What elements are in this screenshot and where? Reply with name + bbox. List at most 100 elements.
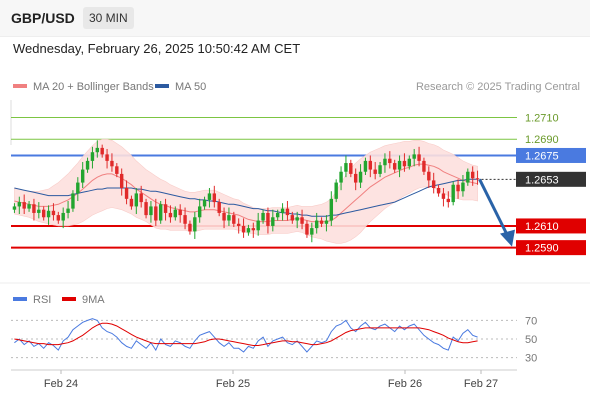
candle-body-14: [80, 169, 85, 183]
candle-body-4: [32, 204, 36, 213]
candle-body-27: [144, 202, 148, 216]
candle-body-93: [466, 171, 470, 183]
credit-text: Research © 2025 Trading Central: [416, 81, 580, 93]
candle-body-69: [349, 163, 353, 174]
candle-body-64: [324, 220, 329, 224]
level-label-1.2590: 1.2590: [525, 243, 559, 255]
candle-body-67: [339, 171, 343, 183]
candle-body-45: [232, 215, 236, 224]
ma20-legend-swatch: [13, 84, 27, 88]
candle-body-13: [76, 182, 80, 194]
candle-body-50: [256, 220, 260, 231]
candle-body-72: [363, 160, 368, 172]
candle-body-19: [105, 154, 109, 161]
ma50-line: [14, 178, 478, 217]
candle-body-16: [90, 152, 95, 161]
x-tick-label-1: Feb 25: [216, 378, 250, 390]
ma50-legend-label: MA 50: [175, 81, 206, 93]
candle-body-22: [119, 173, 124, 188]
candle-body-37: [193, 217, 197, 232]
candle-body-10: [61, 212, 65, 221]
candle-body-7: [46, 210, 51, 218]
candle-body-80: [402, 160, 407, 167]
candle-body-8: [51, 210, 56, 216]
level-tag-1.2610: [516, 218, 586, 234]
candle-body-17: [95, 147, 100, 153]
candle-body-76: [383, 158, 387, 166]
level-tag-1.2590: [516, 240, 586, 256]
candle-body-21: [115, 166, 119, 174]
candle-body-20: [110, 160, 114, 167]
candle-body-71: [358, 171, 363, 183]
candle-body-51: [261, 212, 265, 221]
datetime-label: Wednesday, February 26, 2025 10:50:42 AM…: [13, 41, 301, 56]
rsi-legend-swatch: [13, 297, 27, 301]
candle-body-95: [475, 178, 480, 180]
candle-body-60: [305, 223, 309, 235]
candle-body-77: [388, 158, 392, 164]
candle-body-91: [456, 184, 460, 192]
candle-body-3: [27, 204, 31, 209]
candle-body-56: [285, 208, 290, 216]
candle-body-81: [407, 158, 412, 167]
rsi-tick-50: 50: [525, 334, 537, 346]
level-label-1.2675: 1.2675: [525, 150, 559, 162]
candle-body-35: [183, 215, 187, 224]
candle-body-90: [451, 184, 455, 203]
candle-body-87: [436, 188, 441, 194]
candle-body-44: [227, 215, 231, 221]
candle-body-2: [22, 202, 26, 209]
candle-body-75: [378, 165, 382, 174]
candle-body-46: [236, 223, 241, 226]
candle-body-49: [251, 228, 256, 231]
candle-body-15: [85, 160, 90, 170]
candle-body-18: [100, 147, 104, 155]
candle-body-47: [241, 225, 246, 233]
candle-body-39: [202, 199, 207, 207]
x-tick-label-3: Feb 27: [464, 378, 498, 390]
current-price-tag: [516, 171, 586, 187]
candle-body-86: [431, 180, 436, 188]
price-layer: 1.2710 1.2690 1.2675 1.2610 1.2590 1.2653: [10, 100, 586, 256]
current-price-label: 1.2653: [525, 174, 559, 186]
rsi-tick-30: 30: [525, 353, 537, 365]
candle-body-79: [397, 160, 402, 170]
x-tick-label-0: Feb 24: [44, 378, 78, 390]
candle-body-88: [441, 193, 446, 199]
timeframe-badge[interactable]: 30 MIN: [83, 7, 134, 29]
candle-body-33: [173, 209, 178, 218]
bollinger-band: [14, 138, 478, 244]
candle-body-25: [134, 193, 139, 207]
candle-body-83: [417, 154, 421, 161]
level-tag-1.2675: [516, 147, 586, 163]
candle-body-32: [168, 212, 173, 218]
candle-body-41: [212, 193, 217, 203]
candle-body-5: [37, 209, 41, 213]
level-label-1.2610: 1.2610: [525, 221, 559, 233]
candle-body-57: [290, 215, 295, 221]
candle-body-24: [129, 198, 134, 207]
candle-body-29: [154, 206, 158, 221]
x-tick-label-2: Feb 26: [388, 378, 422, 390]
ma9-legend-label: 9MA: [82, 294, 105, 306]
candle-body-30: [158, 204, 163, 221]
candle-body-43: [222, 212, 226, 221]
candle-body-34: [178, 209, 182, 216]
candle-body-54: [275, 212, 280, 218]
candle-body-65: [329, 198, 334, 221]
candle-body-78: [392, 163, 397, 170]
forecast-arrow-shaft: [478, 178, 510, 238]
forecast-arrow-head: [500, 229, 515, 247]
candle-body-48: [246, 228, 251, 233]
candle-body-74: [373, 169, 377, 174]
candle-body-52: [266, 212, 270, 226]
candle-body-89: [446, 198, 451, 203]
rsi-legend-label: RSI: [33, 294, 51, 306]
candle-body-38: [197, 206, 202, 218]
candle-body-62: [314, 220, 319, 229]
candle-body-31: [163, 204, 168, 213]
candle-body-6: [41, 209, 46, 218]
candle-body-36: [188, 223, 192, 232]
candle-body-85: [427, 171, 431, 181]
